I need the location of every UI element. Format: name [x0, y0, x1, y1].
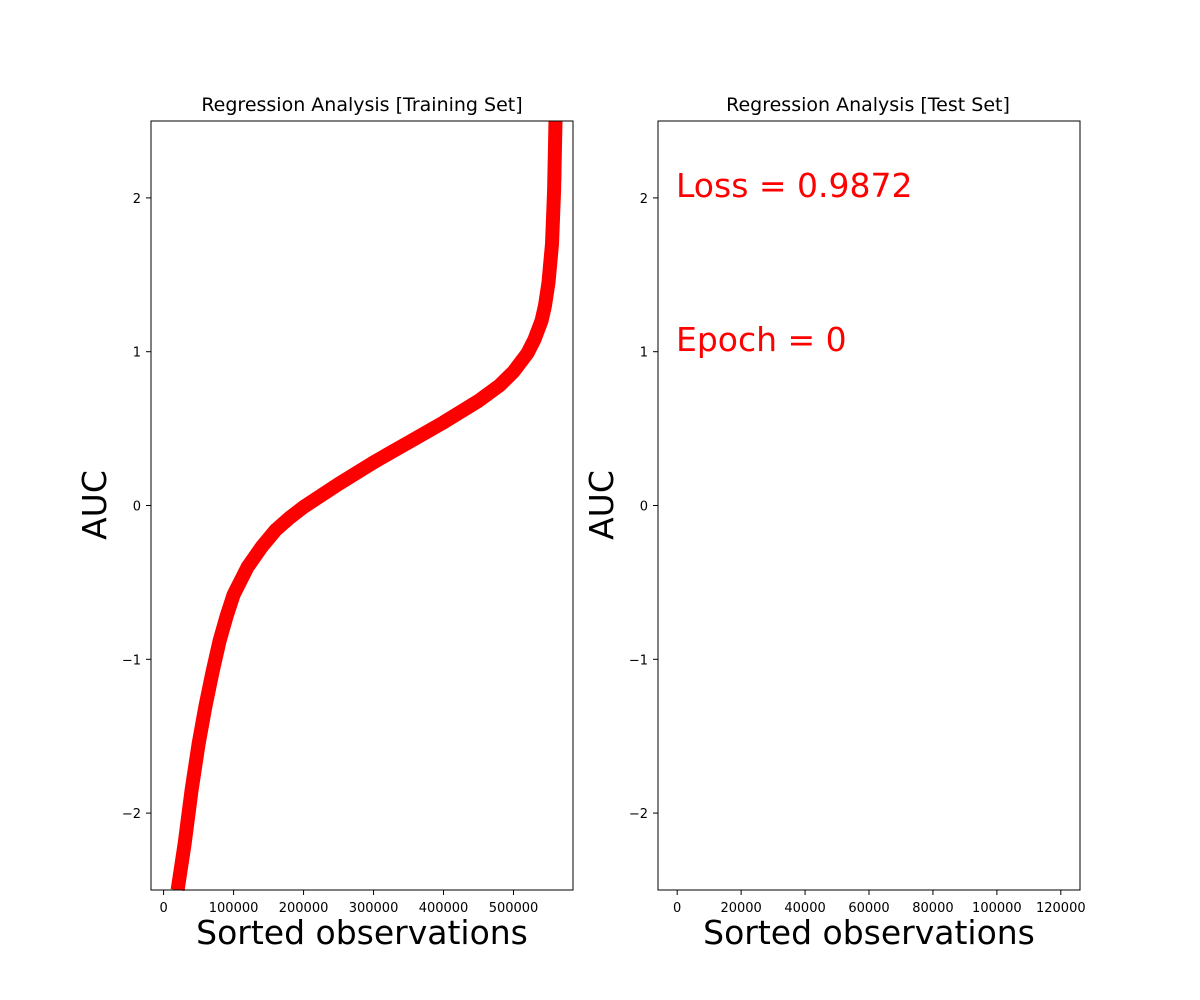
training-y-tick-label: 0 [133, 500, 141, 515]
test-x-tick-label: 60000 [848, 901, 889, 916]
test-y-tick-label: −1 [629, 653, 648, 668]
training-series [170, 120, 563, 892]
test-y-tick-label: 1 [640, 346, 648, 361]
test-y-tick-label: 0 [640, 500, 648, 515]
test-x-label: Sorted observations [703, 913, 1035, 952]
training-y-tick-label: −1 [122, 653, 141, 668]
test-y-tick-label: 2 [640, 192, 648, 207]
training-y-ticks: −2 −1 0 1 2 [122, 192, 151, 822]
training-x-tick-label: 500000 [489, 901, 539, 916]
training-axes-frame [150, 120, 574, 891]
training-panel: Regression Analysis [Training Set] 0 1000… [75, 94, 574, 952]
loss-annotation: Loss = 0.9872 [676, 166, 912, 205]
test-x-tick-label: 20000 [720, 901, 761, 916]
test-title: Regression Analysis [Test Set] [726, 94, 1010, 116]
training-y-tick-label: 1 [133, 346, 141, 361]
test-x-ticks: 0 20000 40000 60000 80000 100000 120000 [673, 890, 1086, 916]
test-x-tick-label: 100000 [972, 901, 1022, 916]
test-y-tick-label: −2 [629, 807, 648, 822]
training-x-tick-label: 300000 [349, 901, 399, 916]
test-y-ticks: −2 −1 0 1 2 [629, 192, 658, 822]
training-x-label: Sorted observations [196, 913, 528, 952]
training-x-tick-label: 0 [159, 901, 167, 916]
training-y-label: AUC [75, 470, 114, 540]
test-y-label: AUC [582, 470, 621, 540]
training-x-ticks: 0 100000 200000 300000 400000 500000 [159, 890, 538, 916]
training-series-line [170, 120, 563, 892]
training-y-tick-label: 2 [133, 192, 141, 207]
test-x-tick-label: 40000 [784, 901, 825, 916]
training-x-tick-label: 200000 [279, 901, 329, 916]
test-x-tick-label: 80000 [912, 901, 953, 916]
training-title: Regression Analysis [Training Set] [201, 94, 522, 116]
test-x-tick-label: 120000 [1036, 901, 1086, 916]
test-panel: Regression Analysis [Test Set] 0 20000 400… [582, 94, 1086, 952]
training-x-tick-label: 400000 [419, 901, 469, 916]
test-axes-frame [657, 120, 1081, 891]
training-series-faded-tip [549, 121, 562, 181]
training-y-tick-label: −2 [122, 807, 141, 822]
training-x-tick-label: 100000 [209, 901, 259, 916]
test-x-tick-label: 0 [673, 901, 681, 916]
epoch-annotation: Epoch = 0 [676, 320, 847, 359]
